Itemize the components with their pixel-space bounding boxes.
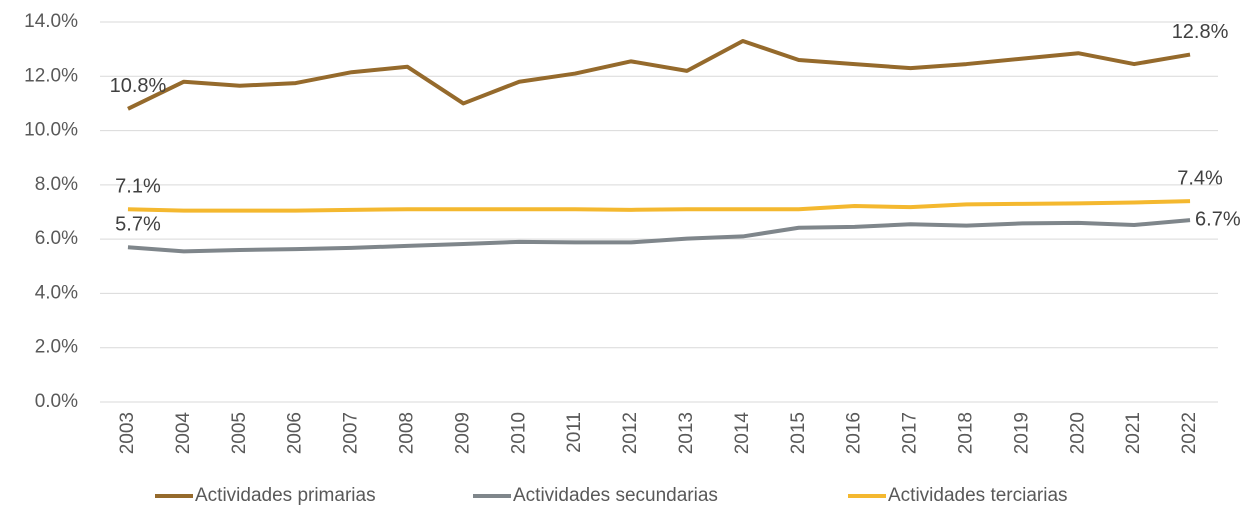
data-label: 10.8% xyxy=(110,75,167,97)
x-tick-label: 2018 xyxy=(955,412,976,454)
x-tick-label: 2012 xyxy=(620,412,641,454)
y-tick-label: 14.0% xyxy=(24,11,78,32)
data-label: 5.7% xyxy=(115,214,161,236)
x-tick-label: 2009 xyxy=(452,412,473,454)
x-tick-label: 2003 xyxy=(117,412,138,454)
x-tick-label: 2005 xyxy=(229,412,250,454)
series-line xyxy=(127,218,1191,254)
x-tick-label: 2020 xyxy=(1067,412,1088,454)
data-label: 7.1% xyxy=(115,176,161,198)
y-tick-label: 4.0% xyxy=(35,282,78,303)
x-tick-label: 2017 xyxy=(900,412,921,454)
data-label: 7.4% xyxy=(1177,167,1223,189)
x-tick-label: 2008 xyxy=(396,412,417,454)
x-tick-label: 2004 xyxy=(173,412,194,455)
legend-label: Actividades terciarias xyxy=(888,485,1068,506)
x-tick-label: 2006 xyxy=(285,412,306,454)
legend-label: Actividades primarias xyxy=(195,485,376,506)
x-tick-label: 2016 xyxy=(844,412,865,454)
y-tick-label: 0.0% xyxy=(35,391,78,412)
series-line xyxy=(127,199,1191,213)
y-tick-label: 6.0% xyxy=(35,228,78,249)
x-tick-label: 2013 xyxy=(676,412,697,454)
y-tick-label: 8.0% xyxy=(35,174,78,195)
x-tick-label: 2015 xyxy=(788,412,809,454)
x-tick-label: 2007 xyxy=(341,412,362,454)
x-tick-label: 2010 xyxy=(508,412,529,454)
x-tick-label: 2021 xyxy=(1123,412,1144,454)
x-tick-label: 2011 xyxy=(564,412,585,453)
data-label: 6.7% xyxy=(1195,208,1241,230)
x-tick-label: 2019 xyxy=(1011,412,1032,454)
y-tick-label: 2.0% xyxy=(35,337,78,358)
series-line xyxy=(127,39,1191,111)
x-tick-label: 2022 xyxy=(1179,412,1200,454)
legend-label: Actividades secundarias xyxy=(513,485,718,506)
data-label: 12.8% xyxy=(1172,21,1229,43)
x-tick-label: 2014 xyxy=(732,412,753,455)
y-tick-label: 12.0% xyxy=(24,65,78,86)
y-tick-label: 10.0% xyxy=(24,120,78,141)
